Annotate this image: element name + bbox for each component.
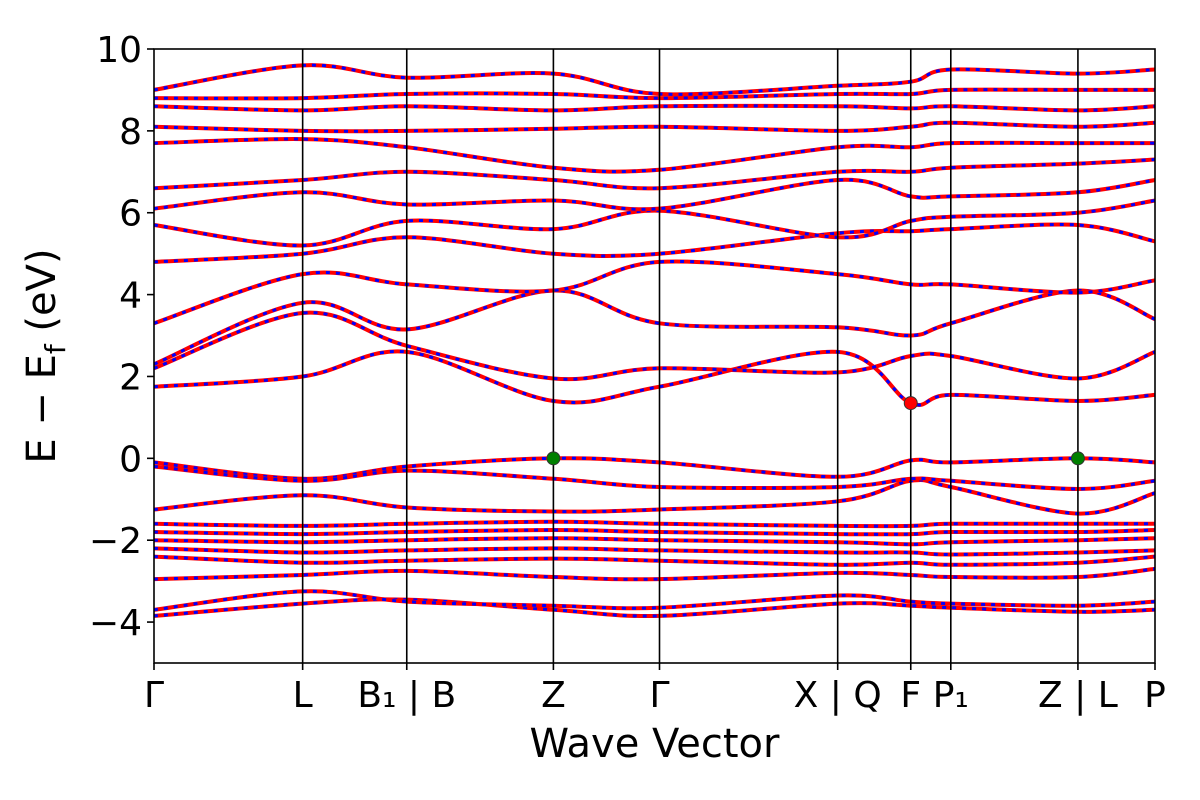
y-axis-label-main: E − E: [19, 354, 65, 464]
y-tick-label: 8: [119, 112, 142, 153]
y-tick-label: 6: [119, 194, 142, 235]
band-18-overlay: [153, 158, 1156, 190]
band-20-overlay: [153, 121, 1156, 133]
y-ticks: −4 −2 0 2 4 6 8 10: [89, 30, 154, 644]
vbm-marker-2: [1070, 451, 1085, 466]
y-tick-label: 2: [119, 357, 142, 398]
band-7-line: [153, 519, 1155, 529]
x-tick-label: P₁: [933, 675, 969, 716]
band-13-overlay: [153, 288, 1156, 366]
band-12-overlay: [153, 311, 1156, 381]
band-17-line: [153, 177, 1156, 212]
band-8-line: [153, 478, 1156, 516]
y-axis-label-sub: f: [39, 343, 72, 354]
x-tick-label: F: [900, 675, 921, 716]
band-5-overlay: [153, 536, 1156, 546]
x-tick-label: Z | L: [1038, 675, 1118, 716]
high-symmetry-lines: [301, 49, 1079, 663]
plot-frame: [153, 48, 1156, 664]
band-3-overlay: [153, 555, 1156, 567]
x-tick-label: B₁ | B: [357, 675, 456, 716]
band-21-line: [153, 103, 1156, 113]
x-axis-label: Wave Vector: [530, 721, 781, 767]
band-15-overlay: [153, 223, 1156, 264]
y-tick-label: 0: [119, 439, 142, 480]
vbm-marker-0: [546, 451, 561, 466]
x-ticks: Γ L B₁ | B Z Γ X | Q F P₁ Z | L P: [144, 663, 1166, 716]
y-tick-label: 4: [119, 276, 142, 317]
x-tick-label: L: [293, 675, 313, 716]
band-10-overlay: [153, 465, 1156, 491]
band-1-overlay: [153, 589, 1156, 612]
y-tick-label: 10: [96, 30, 142, 71]
band-3-line: [153, 554, 1156, 567]
x-tick-label: P: [1144, 675, 1166, 716]
y-axis-label: E − Ef (eV): [19, 248, 72, 463]
x-tick-label: Z: [541, 675, 566, 716]
y-tick-label: −2: [89, 521, 142, 562]
extrema-markers: [546, 396, 1085, 466]
band-6-line: [153, 527, 1156, 537]
bands-layer: [153, 63, 1156, 619]
band-4-overlay: [153, 546, 1156, 557]
band-11-overlay: [153, 349, 1156, 407]
band-23-overlay: [153, 63, 1156, 96]
band-14-overlay: [153, 260, 1156, 325]
band-2-line: [153, 566, 1156, 582]
band-15-line: [153, 222, 1156, 264]
x-tick-label: Γ: [649, 675, 669, 716]
y-tick-label: −4: [89, 603, 142, 644]
x-tick-label: Γ: [144, 675, 164, 716]
band-20-line: [153, 120, 1156, 134]
x-tick-label: X | Q: [794, 675, 882, 716]
band-22-line: [153, 87, 1155, 101]
cbm-marker-1: [903, 396, 918, 411]
band-9-overlay: [153, 456, 1156, 481]
band-16-overlay: [153, 199, 1156, 248]
band-5-line: [153, 536, 1156, 547]
band-4-line: [153, 546, 1156, 557]
band-18-line: [153, 157, 1156, 191]
band-0-overlay: [153, 597, 1156, 618]
y-axis-label-unit: (eV): [19, 248, 65, 344]
band-2-overlay: [153, 567, 1156, 581]
band-19-overlay: [153, 137, 1156, 174]
